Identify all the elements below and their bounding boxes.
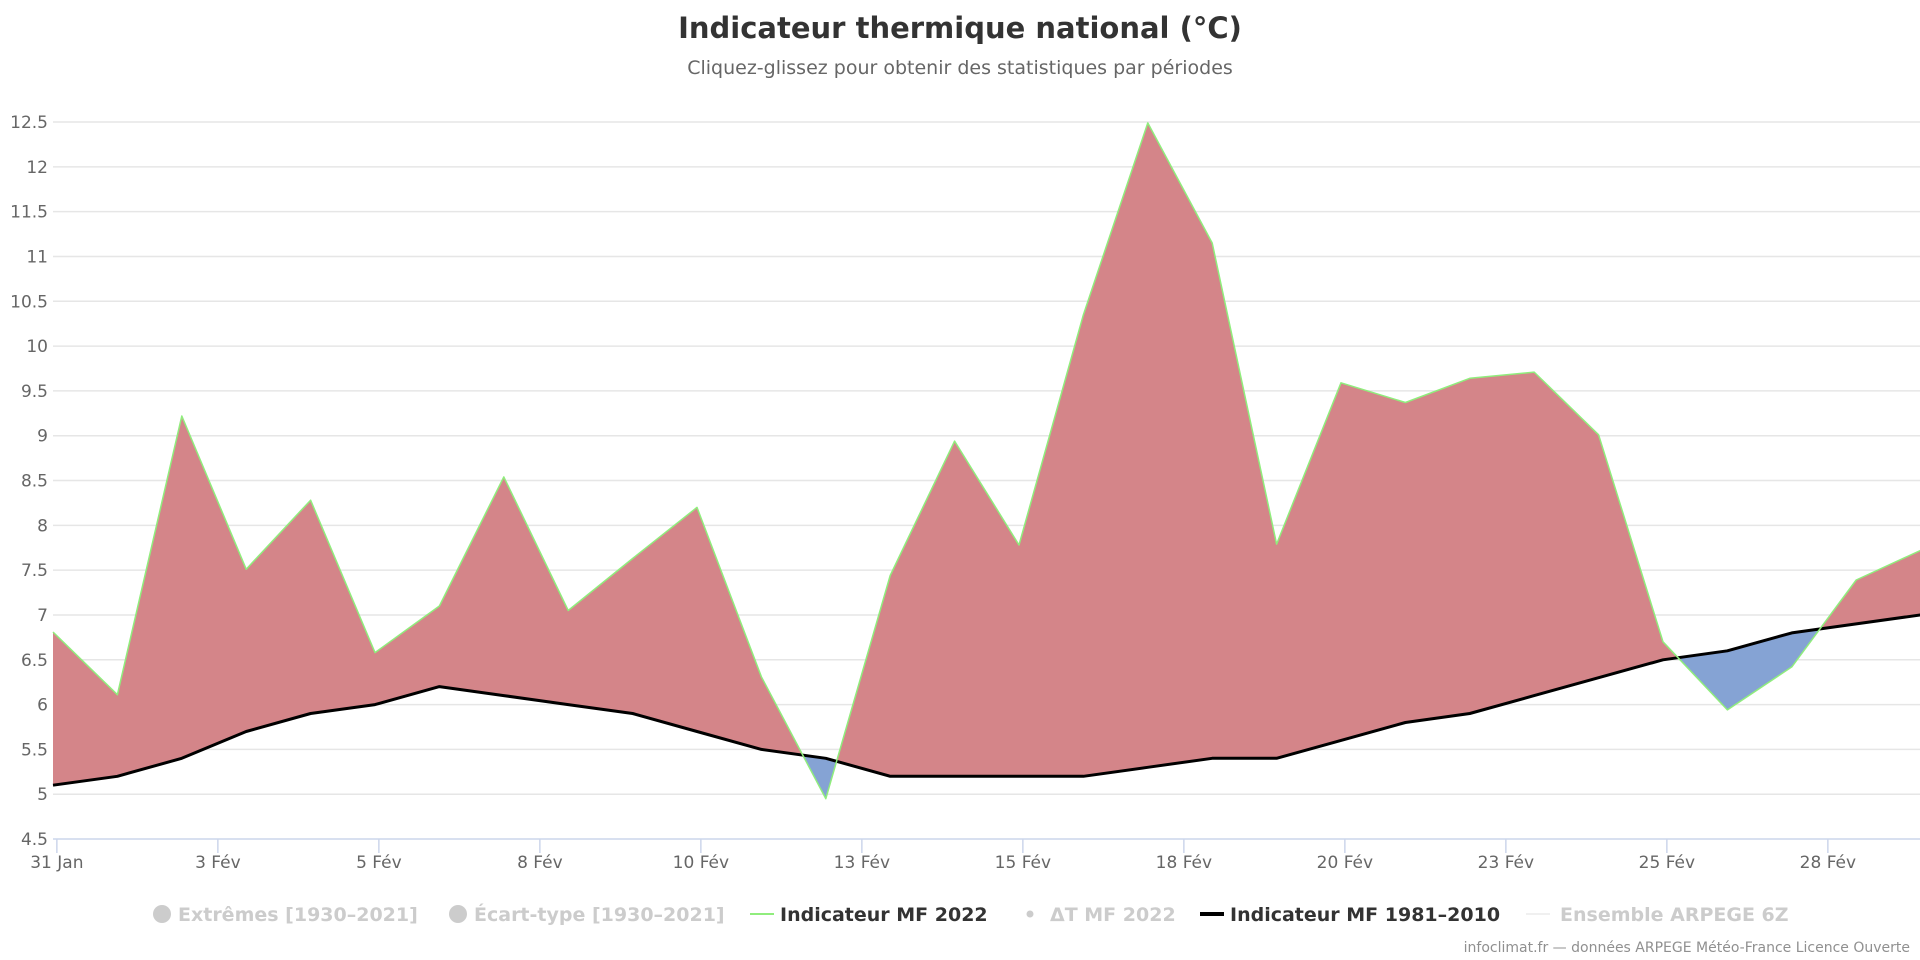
legend-label: Indicateur MF 2022 bbox=[780, 904, 988, 926]
chart-title: Indicateur thermique national (°C) bbox=[678, 11, 1242, 45]
legend-label: Ensemble ARPEGE 6Z bbox=[1560, 904, 1789, 926]
x-axis: 31 Jan 3 Fév 5 Fév 8 Fév 10 Fév 13 Fév 15 Fév 1… bbox=[30, 838, 1920, 873]
y-tick-label: 9 bbox=[37, 427, 48, 447]
y-tick-label: 11.5 bbox=[10, 203, 48, 223]
y-tick-label: 7.5 bbox=[21, 561, 48, 581]
y-tick-label: 5 bbox=[37, 785, 48, 805]
area-above-normal bbox=[1819, 550, 1920, 629]
legend-item[interactable]: Indicateur MF 1981–2010 bbox=[1200, 904, 1500, 926]
series-normal-1981-2010[interactable] bbox=[52, 613, 1920, 787]
legend: Extrêmes [1930–2021] Écart-type [1930–202… bbox=[153, 903, 1789, 926]
chart-subtitle: Cliquez-glissez pour obtenir des statist… bbox=[687, 57, 1233, 79]
x-tick-label: 18 Fév bbox=[1156, 853, 1212, 873]
x-tick-label: 20 Fév bbox=[1317, 853, 1373, 873]
y-tick-label: 11 bbox=[26, 247, 48, 267]
legend-label: Indicateur MF 1981–2010 bbox=[1230, 904, 1500, 926]
legend-dot-icon bbox=[1026, 910, 1034, 918]
x-tick-label: 10 Fév bbox=[673, 853, 729, 873]
x-tick-label: 13 Fév bbox=[834, 853, 890, 873]
legend-item[interactable]: Extrêmes [1930–2021] bbox=[153, 904, 418, 926]
legend-label: Écart-type [1930–2021] bbox=[474, 903, 725, 926]
y-tick-label: 12.5 bbox=[10, 113, 48, 133]
legend-circle-icon bbox=[153, 905, 171, 923]
x-tick-label: 3 Fév bbox=[195, 853, 241, 873]
y-tick-label: 10 bbox=[26, 337, 48, 357]
x-tick-label: 23 Fév bbox=[1478, 853, 1534, 873]
y-tick-label: 6 bbox=[37, 696, 48, 716]
plot-area[interactable] bbox=[53, 122, 1920, 799]
x-tick-label: 28 Fév bbox=[1800, 853, 1856, 873]
legend-item[interactable]: Écart-type [1930–2021] bbox=[449, 903, 725, 926]
x-tick-label: 5 Fév bbox=[356, 853, 402, 873]
y-tick-label: 12 bbox=[26, 158, 48, 178]
x-tick-label: 31 Jan bbox=[30, 853, 83, 873]
series-lines bbox=[52, 122, 1920, 800]
y-tick-label: 4.5 bbox=[21, 830, 48, 850]
area-below-normal bbox=[802, 755, 837, 799]
y-tick-label: 8.5 bbox=[21, 472, 48, 492]
legend-circle-icon bbox=[449, 905, 467, 923]
y-tick-label: 5.5 bbox=[21, 740, 48, 760]
x-tick-label: 8 Fév bbox=[517, 853, 563, 873]
legend-item[interactable]: ΔT MF 2022 bbox=[1026, 904, 1176, 926]
y-tick-label: 6.5 bbox=[21, 651, 48, 671]
legend-item[interactable]: Ensemble ARPEGE 6Z bbox=[1526, 904, 1789, 926]
credits[interactable]: infoclimat.fr — données ARPEGE Météo-Fra… bbox=[1464, 940, 1910, 956]
series-mf-2022[interactable] bbox=[52, 122, 1920, 800]
x-tick-label: 25 Fév bbox=[1639, 853, 1695, 873]
legend-item[interactable]: Indicateur MF 2022 bbox=[750, 904, 988, 926]
y-tick-label: 10.5 bbox=[10, 292, 48, 312]
area-below-normal bbox=[1678, 628, 1820, 710]
legend-label: ΔT MF 2022 bbox=[1050, 904, 1176, 926]
y-tick-label: 8 bbox=[37, 516, 48, 536]
y-axis-labels: 4.5 5 5.5 6 6.5 7 7.5 8 8.5 9 9.5 10 10.5 11 11.5 12 12.… bbox=[10, 113, 48, 850]
y-tick-label: 9.5 bbox=[21, 382, 48, 402]
area-above-normal bbox=[53, 416, 803, 786]
area-above-normal bbox=[836, 122, 1678, 777]
legend-label: Extrêmes [1930–2021] bbox=[178, 904, 418, 926]
y-tick-label: 7 bbox=[37, 606, 48, 626]
x-tick-label: 15 Fév bbox=[995, 853, 1051, 873]
